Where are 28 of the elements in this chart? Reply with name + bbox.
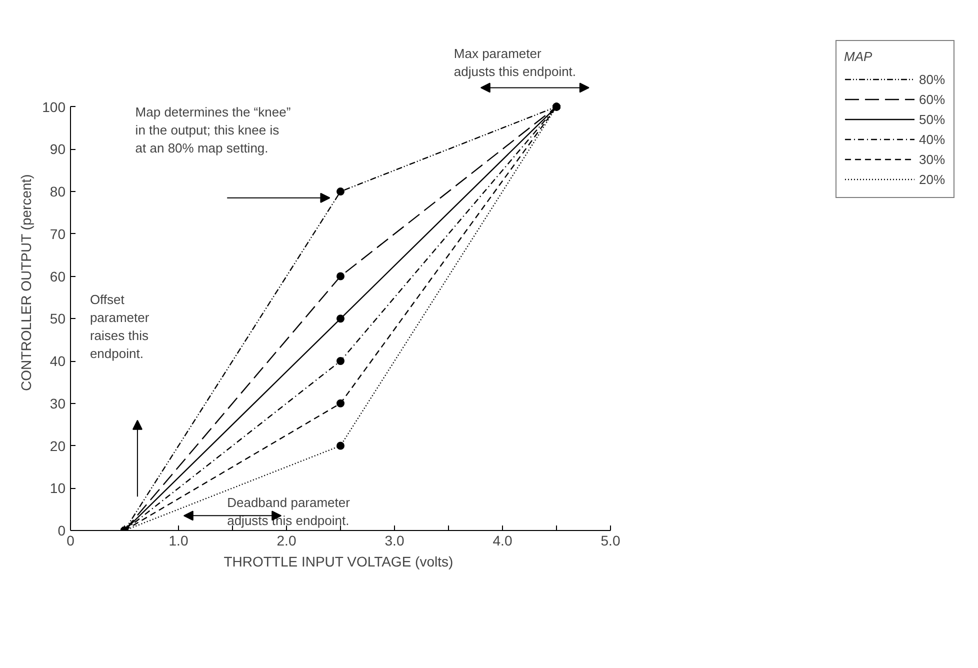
x-tick-label: 3.0 bbox=[384, 532, 404, 548]
y-tick-label: 0 bbox=[58, 522, 66, 538]
y-tick-label: 80 bbox=[50, 184, 66, 200]
y-tick-label: 30 bbox=[50, 395, 66, 412]
x-tick-label: 2.0 bbox=[276, 532, 296, 548]
x-tick-label: 4.0 bbox=[492, 532, 512, 548]
y-tick-label: 70 bbox=[50, 226, 66, 242]
text: 20% bbox=[918, 172, 946, 186]
annotation: Offset parameter raises this endpoint. bbox=[90, 292, 150, 362]
text: 50% bbox=[918, 112, 946, 126]
text: 60% bbox=[918, 92, 946, 106]
text: 40% bbox=[918, 132, 946, 146]
x-tick-label: 5.0 bbox=[600, 532, 620, 548]
y-tick-label: 100 bbox=[42, 98, 66, 115]
y-tick-label: 40 bbox=[50, 353, 66, 370]
x-axis-title: THROTTLE INPUT VOLTAGE (volts) bbox=[224, 554, 454, 570]
y-tick-label: 50 bbox=[50, 310, 66, 327]
y-tick-label: 60 bbox=[50, 268, 66, 284]
annotation: Map determines the “knee” in the output; this knee is at an 80% map setting. bbox=[135, 104, 291, 156]
text: 80% bbox=[918, 72, 946, 86]
text: Max parameter adjusts this endpoint. bbox=[454, 46, 576, 80]
y-tick-label: 90 bbox=[50, 141, 66, 158]
y-tick-label: 10 bbox=[50, 480, 66, 496]
y-tick-label: 20 bbox=[50, 438, 66, 454]
y-axis-title: CONTROLLER OUTPUT (percent) bbox=[18, 174, 34, 391]
text: 30% bbox=[918, 152, 946, 166]
x-tick-label: 1.0 bbox=[168, 532, 188, 548]
legend-title: MAP bbox=[844, 49, 874, 64]
